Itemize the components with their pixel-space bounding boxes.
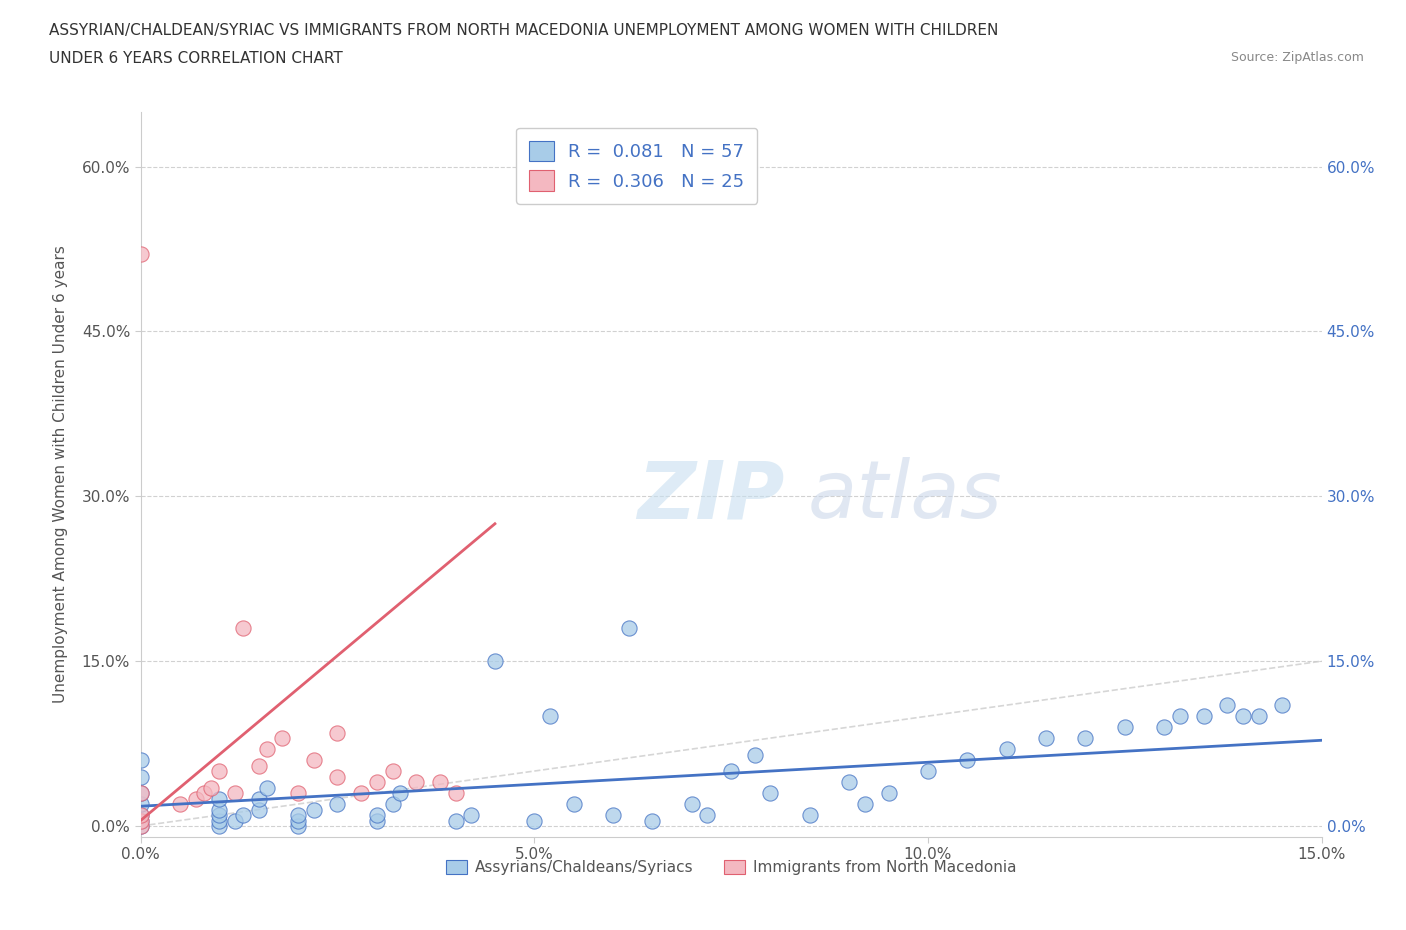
Point	[232, 807, 254, 822]
Point	[696, 807, 718, 822]
Point	[1192, 709, 1215, 724]
Point	[641, 813, 664, 828]
Point	[129, 818, 152, 833]
Point	[720, 764, 742, 778]
Point	[366, 807, 388, 822]
Point	[208, 791, 231, 806]
Point	[444, 813, 467, 828]
Point	[271, 731, 294, 746]
Point	[247, 758, 270, 773]
Point	[129, 786, 152, 801]
Point	[208, 813, 231, 828]
Point	[1153, 720, 1175, 735]
Point	[799, 807, 821, 822]
Point	[1035, 731, 1057, 746]
Point	[208, 764, 231, 778]
Point	[287, 813, 309, 828]
Point	[129, 797, 152, 812]
Point	[995, 741, 1018, 756]
Point	[129, 818, 152, 833]
Point	[287, 818, 309, 833]
Point	[1216, 698, 1239, 712]
Point	[302, 752, 325, 767]
Point	[1114, 720, 1136, 735]
Point	[956, 752, 979, 767]
Point	[759, 786, 782, 801]
Point	[562, 797, 585, 812]
Point	[1232, 709, 1254, 724]
Point	[326, 769, 349, 784]
Point	[602, 807, 624, 822]
Point	[1271, 698, 1294, 712]
Point	[208, 818, 231, 833]
Point	[1247, 709, 1270, 724]
Point	[129, 813, 152, 828]
Point	[224, 813, 246, 828]
Point	[129, 769, 152, 784]
Point	[169, 797, 191, 812]
Point	[129, 786, 152, 801]
Point	[350, 786, 373, 801]
Point	[381, 764, 404, 778]
Point	[247, 791, 270, 806]
Text: ASSYRIAN/CHALDEAN/SYRIAC VS IMMIGRANTS FROM NORTH MACEDONIA UNEMPLOYMENT AMONG W: ASSYRIAN/CHALDEAN/SYRIAC VS IMMIGRANTS F…	[49, 23, 998, 38]
Point	[326, 725, 349, 740]
Point	[129, 247, 152, 262]
Point	[326, 797, 349, 812]
Point	[366, 813, 388, 828]
Point	[853, 797, 876, 812]
Point	[523, 813, 546, 828]
Point	[460, 807, 482, 822]
Point	[208, 802, 231, 817]
Point	[200, 780, 222, 795]
Point	[405, 775, 427, 790]
Point	[287, 807, 309, 822]
Point	[184, 791, 207, 806]
Point	[381, 797, 404, 812]
Point	[744, 747, 766, 762]
Point	[247, 802, 270, 817]
Legend: Assyrians/Chaldeans/Syriacs, Immigrants from North Macedonia: Assyrians/Chaldeans/Syriacs, Immigrants …	[440, 855, 1022, 882]
Point	[389, 786, 412, 801]
Point	[484, 654, 506, 669]
Point	[208, 807, 231, 822]
Point	[256, 741, 278, 756]
Y-axis label: Unemployment Among Women with Children Under 6 years: Unemployment Among Women with Children U…	[53, 246, 67, 703]
Text: UNDER 6 YEARS CORRELATION CHART: UNDER 6 YEARS CORRELATION CHART	[49, 51, 343, 66]
Point	[444, 786, 467, 801]
Point	[129, 807, 152, 822]
Point	[302, 802, 325, 817]
Point	[429, 775, 451, 790]
Point	[129, 813, 152, 828]
Text: ZIP: ZIP	[637, 457, 785, 535]
Point	[129, 807, 152, 822]
Point	[193, 786, 215, 801]
Point	[232, 620, 254, 635]
Point	[538, 709, 561, 724]
Point	[366, 775, 388, 790]
Point	[1168, 709, 1191, 724]
Point	[838, 775, 860, 790]
Point	[287, 786, 309, 801]
Point	[224, 786, 246, 801]
Point	[681, 797, 703, 812]
Point	[129, 752, 152, 767]
Point	[256, 780, 278, 795]
Point	[617, 620, 640, 635]
Point	[917, 764, 939, 778]
Point	[877, 786, 900, 801]
Text: atlas: atlas	[808, 457, 1002, 535]
Text: Source: ZipAtlas.com: Source: ZipAtlas.com	[1230, 51, 1364, 64]
Point	[1074, 731, 1097, 746]
